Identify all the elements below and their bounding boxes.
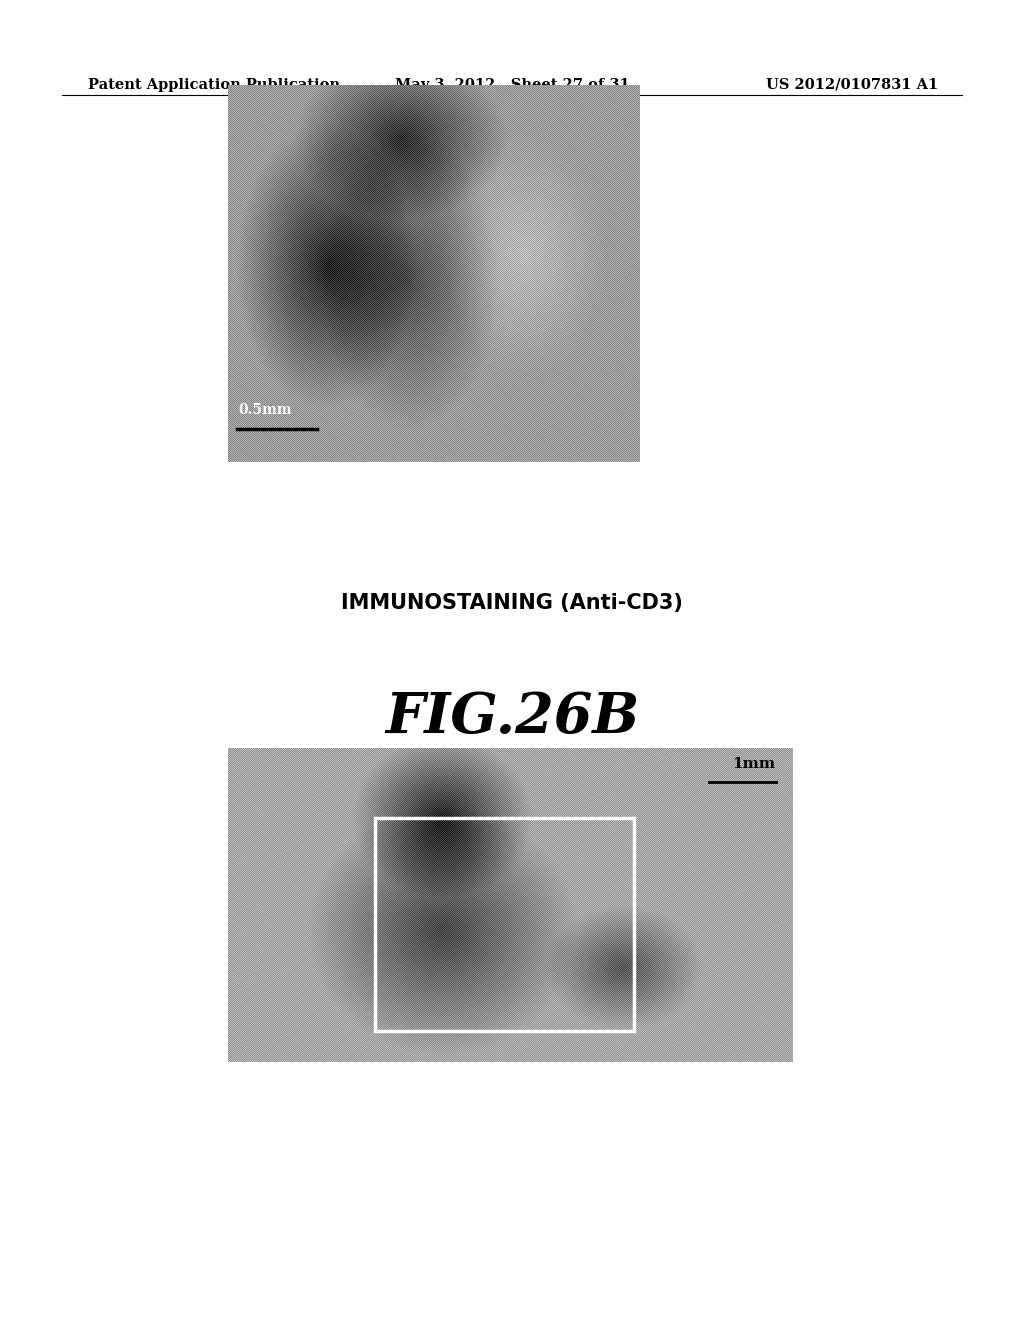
Text: FIG.26B: FIG.26B: [385, 690, 639, 744]
Text: Patent Application Publication: Patent Application Publication: [88, 78, 340, 92]
Text: IMMUNOSTAINING (Anti-CD3): IMMUNOSTAINING (Anti-CD3): [341, 593, 683, 612]
Text: US 2012/0107831 A1: US 2012/0107831 A1: [766, 78, 938, 92]
Text: 106: 106: [470, 820, 507, 838]
Text: May 3, 2012   Sheet 27 of 31: May 3, 2012 Sheet 27 of 31: [394, 78, 630, 92]
Text: FIG.26A: FIG.26A: [387, 108, 637, 162]
Text: 1mm: 1mm: [732, 758, 775, 771]
Text: 0.5mm: 0.5mm: [239, 404, 292, 417]
Text: 105: 105: [527, 249, 564, 268]
Bar: [375, 817, 634, 1031]
Text: 107: 107: [305, 820, 342, 838]
